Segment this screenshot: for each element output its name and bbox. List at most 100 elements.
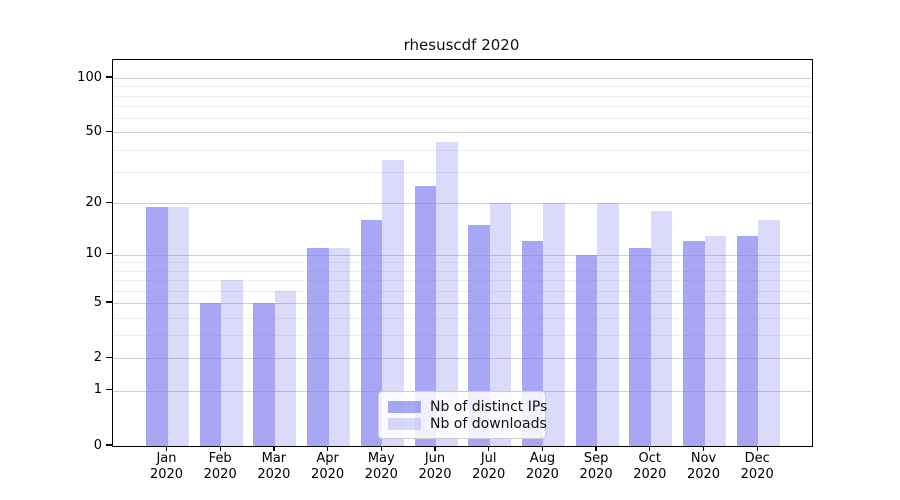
x-tick-mark-dec	[756, 446, 758, 451]
x-tick-label-jan: Jan 2020	[137, 451, 197, 483]
bar-nb-of-downloads-aug	[543, 203, 565, 446]
legend-label-distinct-ips: Nb of distinct IPs	[430, 398, 548, 415]
x-tick-label-nov: Nov 2020	[674, 451, 734, 483]
bar-nb-of-distinct-ips-apr	[307, 247, 329, 446]
gridline-minor-70	[113, 106, 812, 108]
gridline-major-2	[113, 358, 812, 360]
x-tick-month: Feb	[208, 451, 232, 466]
x-tick-year: 2020	[472, 467, 506, 482]
x-tick-month: Jan	[156, 451, 177, 466]
x-tick-month: Oct	[638, 451, 662, 466]
bar-nb-of-downloads-nov	[704, 235, 726, 446]
y-tick-label-100: 100	[77, 69, 102, 85]
x-tick-mark-jan	[165, 446, 168, 451]
bar-nb-of-downloads-jun	[436, 142, 458, 446]
x-tick-year: 2020	[311, 467, 345, 482]
bar-nb-of-distinct-ips-sep	[575, 254, 598, 446]
bar-nb-of-distinct-ips-jun	[414, 186, 436, 446]
x-tick-month: Sep	[583, 451, 609, 466]
x-tick-month: Apr	[316, 451, 339, 466]
x-tick-mark-apr	[326, 446, 329, 451]
x-tick-mark-jul	[488, 446, 490, 451]
bar-nb-of-downloads-may	[382, 160, 404, 446]
gridline-major-100	[113, 78, 812, 79]
gridline-minor-7	[113, 280, 812, 282]
gridline-minor-8	[113, 270, 812, 272]
gridline-minor-9	[113, 262, 812, 264]
y-tick-label-10: 10	[85, 246, 102, 262]
bar-nb-of-distinct-ips-oct	[629, 247, 651, 446]
x-tick-year: 2020	[525, 467, 559, 482]
x-tick-mark-feb	[219, 446, 221, 451]
x-tick-mark-may	[380, 446, 382, 451]
x-tick-label-apr: Apr 2020	[298, 451, 358, 483]
gridline-minor-6	[113, 290, 812, 292]
x-tick-month: Dec	[744, 451, 770, 466]
bar-nb-of-downloads-mar	[274, 290, 297, 446]
x-tick-label-aug: Aug 2020	[512, 451, 572, 483]
y-tick-mark-0	[105, 444, 112, 446]
y-tick-mark-2	[105, 356, 112, 359]
plot-area	[112, 59, 813, 447]
legend-item-downloads: Nb of downloads	[388, 415, 547, 432]
y-tick-mark-5	[105, 301, 112, 303]
y-tick-mark-1	[105, 389, 112, 391]
x-tick-month: Mar	[261, 451, 287, 466]
bar-nb-of-distinct-ips-feb	[199, 303, 222, 446]
x-tick-year: 2020	[686, 467, 721, 482]
bar-nb-of-distinct-ips-jul	[468, 224, 490, 446]
gridline-major-50	[113, 132, 812, 134]
x-tick-mark-mar	[273, 446, 275, 451]
x-tick-label-jun: Jun 2020	[405, 451, 465, 483]
x-tick-month: May	[367, 451, 395, 466]
gridline-minor-3	[113, 335, 812, 337]
bar-nb-of-distinct-ips-dec	[736, 235, 759, 446]
x-tick-year: 2020	[149, 467, 184, 482]
gridline-minor-30	[113, 172, 812, 174]
bar-nb-of-distinct-ips-nov	[683, 241, 705, 446]
bar-nb-of-downloads-oct	[650, 211, 673, 446]
gridline-major-5	[113, 303, 812, 305]
x-tick-year: 2020	[203, 467, 237, 482]
x-tick-label-oct: Oct 2020	[620, 451, 680, 483]
y-tick-label-20: 20	[85, 194, 102, 210]
bar-nb-of-downloads-dec	[758, 220, 780, 446]
x-tick-year: 2020	[579, 467, 613, 482]
y-tick-label-0: 0	[93, 437, 102, 453]
y-tick-mark-10	[105, 253, 112, 255]
x-tick-year: 2020	[257, 467, 291, 482]
bar-nb-of-downloads-apr	[328, 247, 351, 446]
bar-nb-of-downloads-feb	[221, 280, 243, 446]
bar-nb-of-distinct-ips-may	[360, 220, 383, 446]
bar-nb-of-downloads-sep	[597, 203, 619, 446]
gridline-major-10	[113, 254, 812, 256]
x-tick-month: Jun	[424, 451, 446, 466]
x-tick-year: 2020	[740, 467, 774, 482]
gridline-minor-60	[113, 118, 812, 120]
legend-swatch-distinct-ips	[388, 400, 421, 413]
x-tick-year: 2020	[633, 467, 667, 482]
legend-swatch-downloads	[388, 417, 421, 430]
x-tick-label-sep: Sep 2020	[566, 451, 626, 483]
y-tick-mark-20	[105, 201, 112, 203]
x-tick-mark-nov	[702, 446, 705, 451]
y-tick-label-5: 5	[93, 294, 102, 310]
x-tick-mark-aug	[541, 446, 544, 451]
x-tick-month: Jul	[480, 451, 497, 466]
legend-label-downloads: Nb of downloads	[430, 415, 547, 432]
y-tick-mark-50	[105, 130, 112, 133]
x-tick-mark-oct	[649, 446, 651, 451]
x-tick-label-dec: Dec 2020	[727, 451, 787, 483]
y-tick-mark-100	[105, 76, 112, 78]
x-tick-label-mar: Mar 2020	[244, 451, 304, 483]
x-tick-month: Aug	[529, 451, 556, 466]
x-tick-mark-sep	[595, 446, 597, 451]
bar-nb-of-distinct-ips-mar	[253, 303, 275, 446]
chart-title: rhesuscdf 2020	[403, 36, 520, 54]
y-tick-label-50: 50	[85, 123, 102, 139]
bar-nb-of-downloads-jul	[489, 203, 512, 446]
bar-nb-of-distinct-ips-jan	[146, 207, 168, 446]
gridline-minor-80	[113, 95, 812, 97]
y-tick-label-2: 2	[93, 349, 102, 365]
